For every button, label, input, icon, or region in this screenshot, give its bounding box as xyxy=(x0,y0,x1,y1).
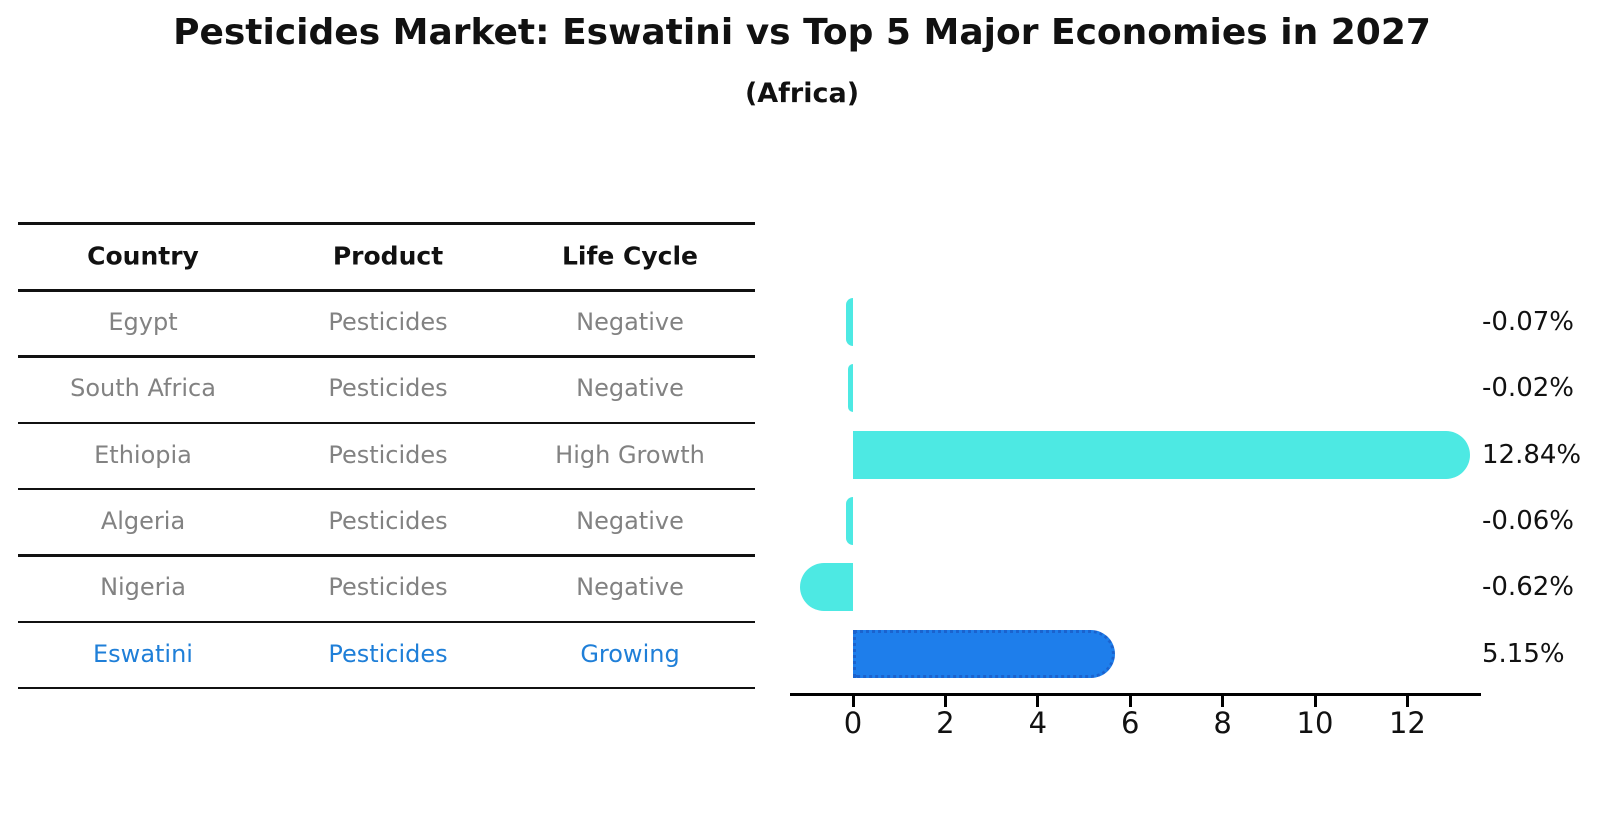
value-label-eswatini: 5.15% xyxy=(1482,638,1565,669)
table-row-divider xyxy=(18,289,755,292)
table-cell-nigeria-product: Pesticides xyxy=(328,573,448,602)
value-label-south-africa: -0.02% xyxy=(1482,373,1574,404)
table-cell-south-africa-country: South Africa xyxy=(70,374,216,403)
table-row-divider xyxy=(18,355,755,358)
table-row-divider xyxy=(18,554,755,557)
bar-ethiopia xyxy=(853,430,1471,479)
table-cell-ethiopia-life-cycle: High Growth xyxy=(555,440,705,469)
value-label-algeria: -0.06% xyxy=(1482,506,1574,537)
table-cell-south-africa-product: Pesticides xyxy=(328,374,448,403)
x-axis-tick-10 xyxy=(1313,696,1317,707)
table-row-divider xyxy=(18,487,755,491)
table-cell-eswatini-country: Eswatini xyxy=(93,639,193,668)
table-row-divider xyxy=(18,421,755,425)
value-label-nigeria: -0.62% xyxy=(1482,572,1574,603)
x-axis-tick-label-4: 4 xyxy=(1028,706,1048,740)
x-axis-tick-4 xyxy=(1036,696,1040,707)
x-axis-tick-label-2: 2 xyxy=(936,706,955,740)
table-cell-nigeria-life-cycle: Negative xyxy=(576,573,684,602)
table-cell-eswatini-product: Pesticides xyxy=(328,639,448,668)
table-cell-algeria-life-cycle: Negative xyxy=(576,507,684,536)
table-cell-egypt-life-cycle: Negative xyxy=(576,308,684,337)
value-label-ethiopia: 12.84% xyxy=(1482,439,1582,470)
x-axis-tick-6 xyxy=(1128,696,1132,707)
table-cell-egypt-product: Pesticides xyxy=(328,308,448,337)
table-row-divider xyxy=(18,686,755,690)
value-label-egypt: -0.07% xyxy=(1482,307,1574,338)
x-axis-tick-8 xyxy=(1221,696,1225,707)
x-axis-tick-2 xyxy=(943,696,947,707)
table-cell-south-africa-life-cycle: Negative xyxy=(576,374,684,403)
x-axis-line xyxy=(790,693,1481,696)
bar-algeria xyxy=(846,497,853,546)
x-axis-tick-label-12: 12 xyxy=(1388,706,1426,740)
x-axis-tick-12 xyxy=(1405,696,1409,707)
table-header-product: Product xyxy=(332,241,444,270)
table-cell-ethiopia-product: Pesticides xyxy=(328,440,448,469)
table-row-divider xyxy=(18,620,755,624)
table-cell-nigeria-country: Nigeria xyxy=(100,573,186,602)
x-axis-tick-0 xyxy=(851,696,855,707)
chart-subtitle: (Africa) xyxy=(744,78,860,109)
chart-title: Pesticides Market: Eswatini vs Top 5 Maj… xyxy=(173,12,1431,53)
bar-nigeria xyxy=(800,563,853,612)
table-cell-algeria-country: Algeria xyxy=(100,507,186,536)
table-header-country: Country xyxy=(87,241,199,270)
x-axis-tick-label-8: 8 xyxy=(1213,706,1232,740)
table-cell-egypt-country: Egypt xyxy=(108,308,178,337)
table-cell-eswatini-life-cycle: Growing xyxy=(580,639,680,668)
table-cell-ethiopia-country: Ethiopia xyxy=(94,440,192,469)
x-axis-tick-label-6: 6 xyxy=(1120,706,1140,740)
table-cell-algeria-product: Pesticides xyxy=(328,507,448,536)
x-axis-tick-label-0: 0 xyxy=(843,706,863,740)
table-top-border xyxy=(18,222,755,225)
bar-south-africa xyxy=(848,364,853,413)
x-axis-tick-label-10: 10 xyxy=(1296,706,1334,740)
bar-egypt xyxy=(845,298,853,347)
table-header-life-cycle: Life Cycle xyxy=(561,241,699,270)
bar-eswatini xyxy=(853,629,1115,678)
